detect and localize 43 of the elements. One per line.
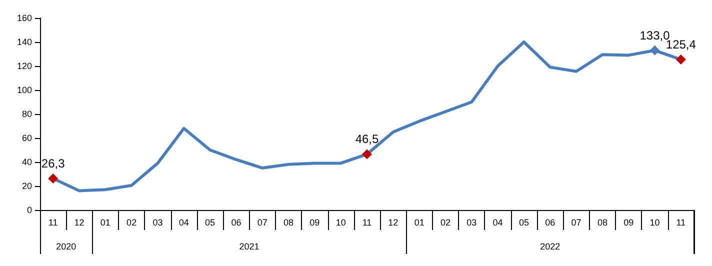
text: 2021 xyxy=(239,242,260,252)
data-label: 26,3 xyxy=(41,156,66,170)
x-tick-label: 11 xyxy=(676,218,686,228)
point xyxy=(676,54,686,65)
y-tick-label: 160 xyxy=(16,13,32,23)
x-tick-label: 05 xyxy=(205,218,216,228)
y-tick-label: 20 xyxy=(22,181,32,191)
x-tick-label: 03 xyxy=(152,218,163,228)
y-tick-label: 80 xyxy=(22,109,32,119)
x-tick-label: 01 xyxy=(414,218,424,228)
x-tick-label: 06 xyxy=(231,218,242,228)
y-tick-label: 40 xyxy=(22,157,32,167)
x-tick-label: 01 xyxy=(100,218,110,228)
x-tick-label: 09 xyxy=(624,218,634,228)
x-tick-label: 08 xyxy=(284,218,294,228)
x-tick-label: 07 xyxy=(257,218,268,228)
x-tick-label: 09 xyxy=(310,218,320,228)
x-tick-label: 06 xyxy=(545,218,556,228)
data-label: 46,5 xyxy=(355,132,379,146)
point xyxy=(650,45,660,56)
x-tick-label: 10 xyxy=(336,218,346,228)
text: 2020 xyxy=(56,242,76,252)
x-tick-label: 02 xyxy=(440,218,450,228)
y-tick-label: 0 xyxy=(26,205,32,215)
x-tick-label: 04 xyxy=(178,218,189,228)
x-tick-label: 12 xyxy=(388,218,398,228)
x-tick-label: 10 xyxy=(650,218,660,228)
x-tick-label: 05 xyxy=(518,218,529,228)
x-tick-label: 12 xyxy=(74,218,84,228)
x-tick-label: 02 xyxy=(126,218,137,228)
x-tick-label: 04 xyxy=(492,218,503,228)
x-tick-label: 11 xyxy=(48,218,58,228)
point xyxy=(362,149,372,160)
y-tick-label: 120 xyxy=(16,61,32,71)
x-tick-label: 11 xyxy=(362,218,372,228)
x-tick-label: 03 xyxy=(466,218,477,228)
x-tick-label: 07 xyxy=(571,218,582,228)
point xyxy=(48,173,58,184)
y-tick-label: 60 xyxy=(22,133,32,143)
y-tick-label: 100 xyxy=(16,85,32,95)
x-tick-label: 08 xyxy=(597,218,608,228)
y-tick-label: 140 xyxy=(16,37,32,47)
text: 2022 xyxy=(540,242,560,252)
